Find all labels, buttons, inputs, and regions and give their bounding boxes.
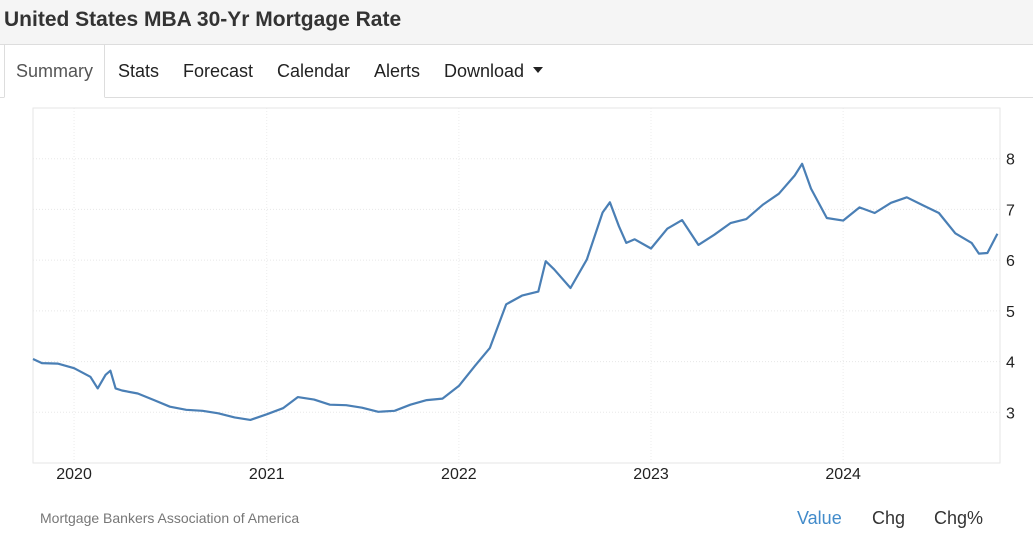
tab-alerts[interactable]: Alerts [374, 61, 421, 81]
chart-series [32, 162, 999, 421]
y-tick-label: 5 [1006, 304, 1015, 321]
source-label: Mortgage Bankers Association of America [40, 510, 300, 526]
tab-stats[interactable]: Stats [118, 61, 160, 81]
tab-forecast[interactable]: Forecast [183, 61, 254, 81]
y-tick-label: 3 [1006, 405, 1015, 422]
tab-download-label: Download [444, 61, 525, 81]
title-bar: United States MBA 30-Yr Mortgage Rate [0, 0, 1033, 45]
x-tick-label: 2021 [249, 466, 285, 483]
x-tick-label: 2023 [633, 466, 669, 483]
y-tick-label: 4 [1006, 355, 1015, 372]
x-tick-label: 2024 [825, 466, 861, 483]
y-tick-label: 6 [1006, 253, 1015, 270]
y-axis-ticks: 3 4 5 6 7 8 [1006, 152, 1015, 423]
series-line-mortgage-rate [32, 162, 999, 421]
chart-grid [33, 108, 1000, 463]
tab-calendar[interactable]: Calendar [277, 61, 351, 81]
x-tick-label: 2022 [441, 466, 477, 483]
tab-summary[interactable]: Summary [4, 45, 106, 98]
tab-download[interactable]: Download [444, 45, 544, 98]
chg-button[interactable]: Chg [872, 508, 906, 528]
chevron-down-icon [533, 67, 544, 74]
y-tick-label: 8 [1006, 152, 1015, 169]
plot-area-border [32, 107, 1001, 464]
y-tick-label: 7 [1006, 202, 1015, 219]
chg-pct-button[interactable]: Chg% [934, 508, 984, 528]
line-chart: 2020 2021 2022 2023 2024 3 4 5 6 7 8 [32, 107, 1015, 483]
page-title: United States MBA 30-Yr Mortgage Rate [4, 8, 402, 31]
tab-bar: Summary Stats Forecast Calendar Alerts D… [0, 45, 1033, 98]
x-axis-ticks: 2020 2021 2022 2023 2024 [56, 466, 861, 483]
x-tick-label: 2020 [56, 466, 92, 483]
value-button[interactable]: Value [797, 508, 842, 528]
